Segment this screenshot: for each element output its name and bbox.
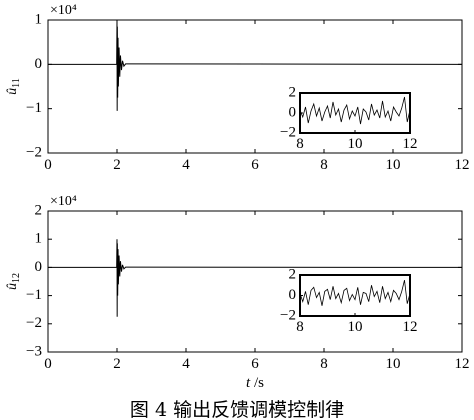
x-axis-label: t /s bbox=[246, 375, 264, 391]
x-tick-label: 0 bbox=[44, 356, 52, 372]
y-tick-label: 1 bbox=[35, 11, 43, 27]
inset-plot: 8 10 12 −2 0 2 bbox=[280, 84, 417, 152]
inset-y-tick-label: −2 bbox=[280, 124, 296, 140]
y-tick-label: 2 bbox=[35, 202, 43, 218]
exponent-label: ×10⁴ bbox=[50, 194, 77, 209]
y-tick-label: −2 bbox=[26, 315, 42, 331]
series-line-1 bbox=[48, 19, 463, 111]
y-tick-label: −3 bbox=[26, 343, 42, 359]
y-tick-label: −1 bbox=[26, 100, 42, 116]
x-tick-label: 8 bbox=[320, 356, 328, 372]
x-tick-label: 0 bbox=[44, 157, 52, 173]
inset-plot: 8 10 12 −2 0 2 bbox=[280, 266, 417, 335]
x-tick-label: 2 bbox=[113, 356, 121, 372]
y-axis-label: û11 bbox=[5, 78, 22, 95]
series-line-1 bbox=[48, 239, 463, 317]
inset-y-tick-label: 2 bbox=[289, 266, 297, 282]
y-tick-label: 0 bbox=[35, 56, 43, 72]
y-axis-label-base: û bbox=[5, 88, 20, 95]
y-tick-label: −1 bbox=[26, 287, 42, 303]
y-axis-label-subscript: 12 bbox=[11, 273, 22, 283]
x-tick-label: 8 bbox=[320, 157, 328, 173]
x-tick-label: 10 bbox=[386, 356, 401, 372]
x-tick-label: 10 bbox=[386, 157, 401, 173]
inset-x-tick-label: 10 bbox=[348, 136, 363, 152]
exponent-label: ×10⁴ bbox=[50, 3, 77, 18]
x-tick-label: 2 bbox=[113, 157, 121, 173]
inset-frame bbox=[299, 274, 411, 317]
y-tick-label: 0 bbox=[35, 259, 43, 275]
inset-y-tick-label: 2 bbox=[289, 84, 297, 100]
x-axis-label-var: t bbox=[246, 375, 254, 391]
figure-caption: 图 4 输出反馈调模控制律 bbox=[129, 400, 345, 420]
x-axis-label-unit: /s bbox=[254, 375, 264, 391]
x-tick-label: 4 bbox=[182, 356, 190, 372]
y-axis-label: û12 bbox=[5, 273, 22, 290]
inset-x-tick-label: 8 bbox=[296, 136, 304, 152]
x-tick-label: 12 bbox=[455, 356, 470, 372]
inset-y-tick-label: 0 bbox=[289, 104, 297, 120]
inset-y-tick-label: −2 bbox=[280, 307, 296, 323]
x-tick-label: 6 bbox=[251, 356, 259, 372]
y-axis-label-base: û bbox=[5, 283, 20, 290]
y-tick-label: −2 bbox=[26, 144, 42, 160]
y-tick-label: 1 bbox=[35, 231, 43, 247]
inset-x-tick-label: 8 bbox=[296, 319, 304, 335]
inset-x-tick-label: 12 bbox=[403, 319, 418, 335]
inset-series-line bbox=[299, 280, 411, 306]
inset-frame bbox=[299, 92, 411, 134]
inset-x-tick-label: 12 bbox=[403, 136, 418, 152]
x-tick-label: 4 bbox=[182, 157, 190, 173]
y-axis-label-subscript: 11 bbox=[11, 78, 22, 88]
inset-x-tick-label: 10 bbox=[348, 319, 363, 335]
x-tick-label: 12 bbox=[455, 157, 470, 173]
inset-series-line bbox=[299, 96, 411, 125]
inset-y-tick-label: 0 bbox=[289, 287, 297, 303]
x-tick-label: 6 bbox=[251, 157, 259, 173]
